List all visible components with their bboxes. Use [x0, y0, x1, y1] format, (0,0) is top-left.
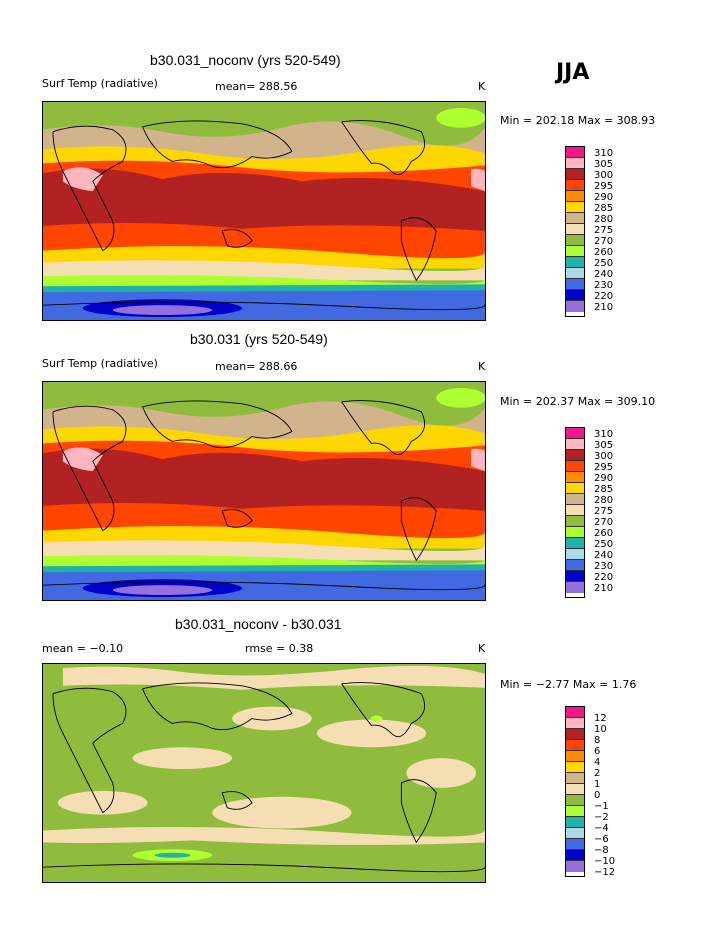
colorbar-tick: 240: [594, 269, 614, 280]
colorbar-tick: 280: [594, 214, 614, 225]
colorbar-tick: 230: [594, 280, 614, 291]
panel-2-colorbar: [565, 427, 585, 598]
season-label: JJA: [556, 60, 590, 85]
panel-2-colorbar-labels: 310 305 300 295 290 285 280 275 270 260 …: [594, 427, 634, 598]
panel-1-field-label: Surf Temp (radiative): [42, 77, 158, 90]
panel-3-colorbar-labels: 12 10 8 6 4 2 1 0 −1 −2 −4 −6 −8 −10 −12: [594, 706, 634, 878]
panel-3-title: b30.031_noconv - b30.031: [175, 616, 342, 632]
panel-1-mean-label: mean= 288.56: [215, 80, 298, 93]
colorbar-tick: 285: [594, 203, 614, 214]
colorbar-tick: 300: [594, 451, 614, 462]
colorbar-tick: 295: [594, 462, 614, 473]
colorbar-tick: 285: [594, 484, 614, 495]
colorbar-tick: 8: [594, 735, 601, 746]
colorbar-tick: 6: [594, 746, 601, 757]
colorbar-tick: 12: [594, 713, 607, 724]
colorbar-tick: 305: [594, 159, 614, 170]
colorbar-tick: 240: [594, 550, 614, 561]
panel-2-title: b30.031 (yrs 520-549): [190, 331, 328, 347]
panel-3-minmax: Min = −2.77 Max = 1.76: [500, 678, 637, 691]
colorbar-tick: 220: [594, 291, 614, 302]
colorbar-tick: −1: [594, 801, 609, 812]
panel-2-unit-label: K: [478, 360, 486, 373]
colorbar-tick: 230: [594, 561, 614, 572]
colorbar-tick: 295: [594, 181, 614, 192]
colorbar-tick: 280: [594, 495, 614, 506]
colorbar-tick: 305: [594, 440, 614, 451]
colorbar-tick: 310: [594, 148, 614, 159]
colorbar-tick: 250: [594, 258, 614, 269]
colorbar-tick: 270: [594, 236, 614, 247]
colorbar-tick: 260: [594, 247, 614, 258]
colorbar-tick: 210: [594, 583, 614, 594]
panel-2-field-label: Surf Temp (radiative): [42, 357, 158, 370]
colorbar-tick: 210: [594, 302, 614, 313]
panel-2-mean-label: mean= 288.66: [215, 360, 298, 373]
panel-3-map: [42, 663, 486, 883]
colorbar-tick: 270: [594, 517, 614, 528]
colorbar-tick: 290: [594, 192, 614, 203]
colorbar-tick: 4: [594, 757, 601, 768]
colorbar-tick: −6: [594, 834, 609, 845]
colorbar-tick: 310: [594, 429, 614, 440]
colorbar-tick: −2: [594, 812, 609, 823]
colorbar-tick: −8: [594, 845, 609, 856]
colorbar-tick: 290: [594, 473, 614, 484]
panel-1-unit-label: K: [478, 80, 486, 93]
colorbar-tick: 1: [594, 779, 601, 790]
panel-1-title: b30.031_noconv (yrs 520-549): [150, 52, 341, 68]
colorbar-tick: −12: [594, 867, 616, 878]
colorbar-tick: 260: [594, 528, 614, 539]
panel-3-unit-label: K: [478, 642, 486, 655]
colorbar-tick: 275: [594, 506, 614, 517]
panel-1-colorbar: [565, 146, 585, 317]
panel-1-map: [42, 101, 486, 321]
colorbar-tick: 2: [594, 768, 601, 779]
panel-2-map: [42, 381, 486, 601]
panel-3-colorbar: [565, 706, 585, 877]
colorbar-tick: 250: [594, 539, 614, 550]
colorbar-tick: 300: [594, 170, 614, 181]
panel-1-minmax: Min = 202.18 Max = 308.93: [500, 114, 656, 127]
panel-3-mean-label: mean = −0.10: [42, 642, 124, 655]
colorbar-tick: −10: [594, 856, 616, 867]
colorbar-tick: −4: [594, 823, 609, 834]
panel-2-minmax: Min = 202.37 Max = 309.10: [500, 395, 656, 408]
colorbar-tick: 0: [594, 790, 601, 801]
panel-1-colorbar-labels: 310 305 300 295 290 285 280 275 270 260 …: [594, 146, 634, 317]
panel-3-rmse-label: rmse = 0.38: [245, 642, 314, 655]
colorbar-tick: 275: [594, 225, 614, 236]
colorbar-tick: 220: [594, 572, 614, 583]
colorbar-tick: 10: [594, 724, 607, 735]
